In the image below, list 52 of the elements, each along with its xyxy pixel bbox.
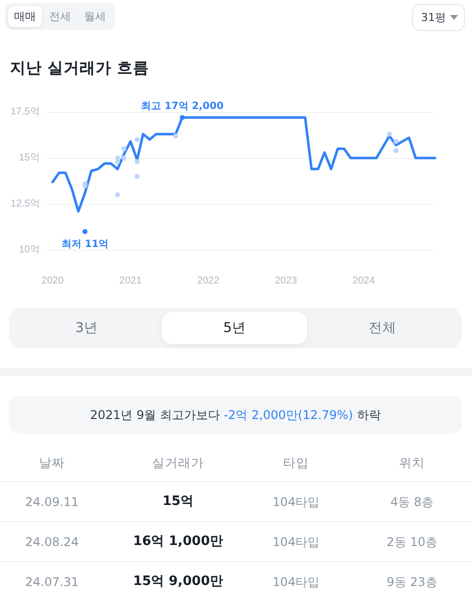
- point: [386, 132, 392, 137]
- text: 31평: [421, 10, 446, 26]
- point: [115, 159, 120, 164]
- point: [115, 192, 120, 198]
- text: 4동 8층: [389, 494, 435, 511]
- y-tick-label: 17.5억: [10, 106, 40, 118]
- chart-title: 지난 실거래가 흐름: [10, 58, 149, 79]
- text: 24.09.11: [24, 494, 80, 511]
- text: 하락: [356, 408, 381, 422]
- x-tick-label: 2020: [41, 276, 64, 286]
- text: 15억 9,000만: [132, 573, 224, 591]
- point: [180, 115, 185, 120]
- point: [394, 148, 399, 154]
- text: 날짜: [38, 454, 66, 472]
- text: 2021년 9월 최고가보다: [90, 408, 221, 422]
- text: 16억 1,000만: [132, 533, 224, 551]
- point: [121, 146, 126, 152]
- point: [134, 174, 140, 179]
- text: 실거래가: [151, 454, 205, 472]
- text: 매매: [8, 6, 42, 27]
- text: 5년: [162, 312, 307, 344]
- text: 2동 10층: [386, 534, 438, 551]
- text: 104타입: [272, 534, 320, 551]
- annotation: 최저 11억: [61, 239, 109, 250]
- y-tick-label: 10억: [18, 244, 40, 256]
- text: 월세: [83, 9, 107, 25]
- text: 15억: [161, 493, 195, 511]
- text: 104타입: [272, 494, 320, 511]
- y-tick-label: 15억: [18, 152, 40, 164]
- text: 타입: [282, 454, 310, 472]
- text: 전체: [368, 319, 398, 338]
- point: [134, 159, 140, 164]
- text: 3년: [74, 319, 99, 338]
- point: [134, 137, 140, 142]
- x-tick-label: 2023: [274, 276, 298, 286]
- point: [121, 156, 126, 160]
- text: 위치: [398, 454, 426, 472]
- x-tick-label: 2024: [352, 276, 376, 286]
- point: [394, 138, 399, 144]
- x-tick-label: 2021: [119, 276, 142, 286]
- annotation: 최고 17억 2,000: [141, 101, 224, 112]
- line-series: [51, 116, 436, 213]
- text: -2억 2,000만(12.79%): [224, 408, 354, 422]
- point: [82, 229, 88, 234]
- x-tick-label: 2022: [197, 276, 220, 286]
- text: 104타입: [272, 574, 320, 591]
- text: 9동 23층: [386, 574, 438, 591]
- y-tick-label: 12.5억: [10, 198, 40, 210]
- text: 24.08.24: [24, 534, 80, 551]
- text: 전세: [48, 9, 72, 25]
- point: [173, 133, 178, 138]
- text: 24.07.31: [24, 574, 80, 591]
